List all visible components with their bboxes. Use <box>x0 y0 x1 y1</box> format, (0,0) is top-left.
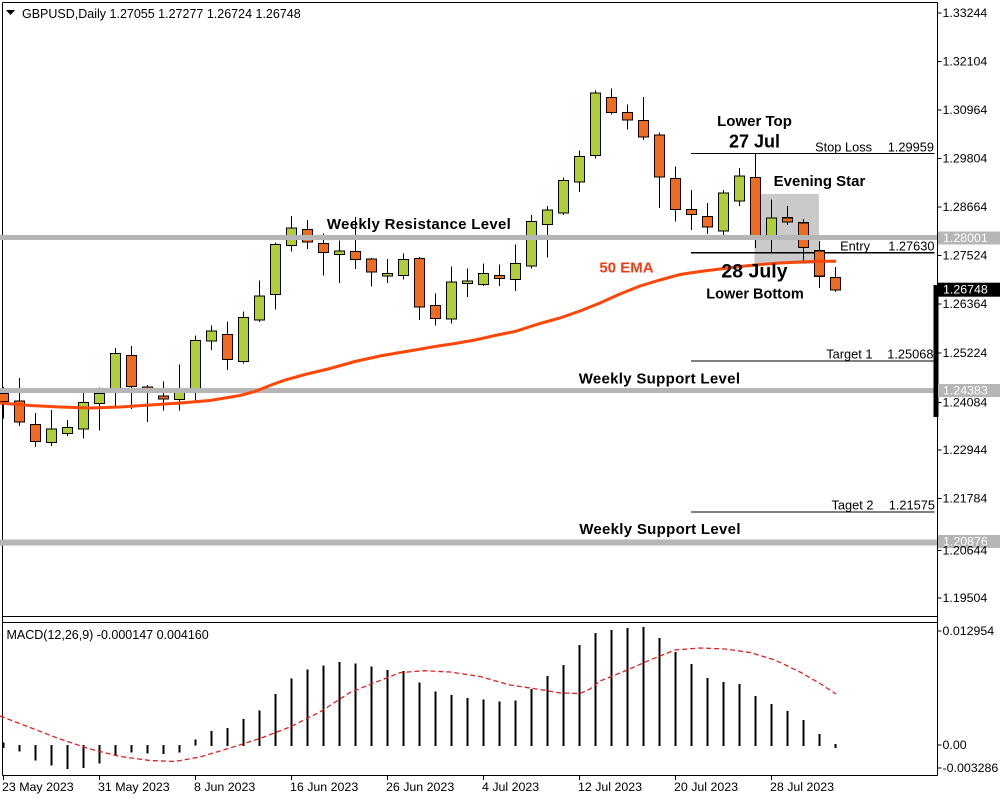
svg-text:1.28001: 1.28001 <box>943 231 988 245</box>
svg-text:1.29959: 1.29959 <box>888 140 934 155</box>
svg-text:-0.003286: -0.003286 <box>943 761 999 775</box>
svg-text:1.27630: 1.27630 <box>888 239 934 254</box>
svg-text:28 Jul 2023: 28 Jul 2023 <box>770 780 834 794</box>
svg-text:1.29804: 1.29804 <box>943 152 988 166</box>
svg-text:12 Jul 2023: 12 Jul 2023 <box>578 780 642 794</box>
svg-text:Taget 2: Taget 2 <box>832 498 874 513</box>
svg-text:1.25068: 1.25068 <box>887 347 933 362</box>
svg-text:1.26364: 1.26364 <box>943 297 988 311</box>
svg-text:Stop Loss: Stop Loss <box>815 140 872 155</box>
svg-text:Weekly Support Level: Weekly Support Level <box>579 521 741 538</box>
svg-text:Weekly Resistance Level: Weekly Resistance Level <box>327 216 511 233</box>
svg-text:1.32104: 1.32104 <box>943 55 988 69</box>
svg-text:1.22944: 1.22944 <box>943 443 988 457</box>
svg-text:Entry: Entry <box>840 239 870 254</box>
svg-text:26 Jun 2023: 26 Jun 2023 <box>386 780 454 794</box>
svg-text:31 May 2023: 31 May 2023 <box>98 780 170 794</box>
svg-text:1.33244: 1.33244 <box>943 6 988 20</box>
svg-text:27 Jul: 27 Jul <box>729 132 780 152</box>
svg-text:16 Jun 2023: 16 Jun 2023 <box>290 780 358 794</box>
svg-text:4 Jul 2023: 4 Jul 2023 <box>482 780 539 794</box>
svg-text:1.21575: 1.21575 <box>889 498 935 513</box>
svg-text:1.25224: 1.25224 <box>943 346 988 360</box>
svg-text:Target 1: Target 1 <box>826 347 872 362</box>
svg-text:0.00: 0.00 <box>943 738 967 752</box>
svg-text:23 May 2023: 23 May 2023 <box>2 780 74 794</box>
svg-text:1.26748: 1.26748 <box>943 283 988 297</box>
svg-text:1.21784: 1.21784 <box>943 491 988 505</box>
svg-text:1.24383: 1.24383 <box>943 384 988 398</box>
svg-text:Lower Top: Lower Top <box>717 113 792 130</box>
svg-text:28 July: 28 July <box>721 261 787 283</box>
svg-text:1.27524: 1.27524 <box>943 249 988 263</box>
svg-text:8 Jun 2023: 8 Jun 2023 <box>194 780 255 794</box>
svg-text:1.20876: 1.20876 <box>943 535 988 549</box>
svg-text:0.012954: 0.012954 <box>943 624 995 638</box>
svg-text:Evening Star: Evening Star <box>774 173 866 190</box>
svg-text:Lower Bottom: Lower Bottom <box>706 287 803 303</box>
svg-text:1.20644: 1.20644 <box>943 544 988 558</box>
svg-text:50 EMA: 50 EMA <box>599 260 653 277</box>
svg-text:MACD(12,26,9) -0.000147 0.0041: MACD(12,26,9) -0.000147 0.004160 <box>7 628 209 642</box>
svg-text:1.28664: 1.28664 <box>943 200 988 214</box>
svg-text:Weekly Support Level: Weekly Support Level <box>579 371 741 388</box>
svg-text:1.24084: 1.24084 <box>943 395 988 409</box>
svg-text:1.30964: 1.30964 <box>943 103 988 117</box>
svg-text:1.19504: 1.19504 <box>943 591 988 605</box>
svg-text:20 Jul 2023: 20 Jul 2023 <box>674 780 738 794</box>
svg-text:GBPUSD,Daily 1.27055 1.27277: GBPUSD,Daily 1.27055 1.27277 1.26724 1.2… <box>22 7 301 21</box>
